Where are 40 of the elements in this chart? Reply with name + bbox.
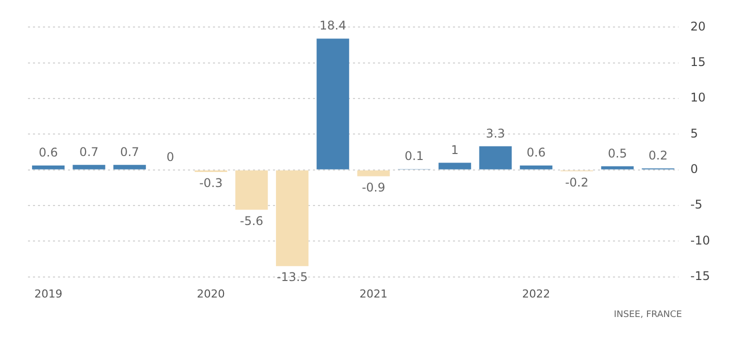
x-tick-label: 2019 <box>34 287 62 300</box>
y-tick-label: -15 <box>690 268 710 283</box>
data-label: -0.2 <box>565 175 588 190</box>
bar <box>276 170 308 266</box>
y-tick-label: -5 <box>690 198 702 212</box>
bar <box>438 162 472 170</box>
bar <box>316 38 350 170</box>
bar <box>520 166 552 170</box>
bar <box>601 166 634 170</box>
data-label: -5.6 <box>240 214 264 228</box>
data-label: 18.4 <box>320 18 346 33</box>
data-label: 0.7 <box>79 144 99 159</box>
x-tick-label: 2021 <box>360 287 388 300</box>
y-tick-label: 20 <box>690 19 706 34</box>
data-label: 0.2 <box>648 148 668 163</box>
text: INSEE, FRANCE <box>612 310 683 320</box>
bar <box>113 164 146 170</box>
bar <box>479 146 512 170</box>
y-tick-label: 0 <box>690 162 698 176</box>
y-tick-label: -10 <box>690 233 710 248</box>
bar <box>235 170 268 210</box>
data-label: -0.9 <box>362 180 386 194</box>
y-tick-label: 10 <box>690 90 706 105</box>
y-tick-label: 15 <box>690 54 706 69</box>
bar <box>357 170 390 176</box>
data-label: 0 <box>166 150 174 164</box>
data-label: 3.3 <box>486 126 506 140</box>
data-label: -13.5 <box>276 270 308 284</box>
data-label: 0.5 <box>608 146 627 160</box>
data-label: 0.7 <box>120 144 140 159</box>
bar <box>32 166 65 170</box>
data-label: 0.1 <box>404 149 424 164</box>
y-tick-label: 5 <box>690 126 698 140</box>
data-label: 1 <box>451 142 459 157</box>
data-label: 0.6 <box>526 146 546 160</box>
data-label: 0.6 <box>38 146 58 160</box>
x-tick-label: 2022 <box>522 287 550 300</box>
bar <box>72 164 106 170</box>
data-label: -0.3 <box>199 176 223 190</box>
x-tick-label: 2020 <box>196 287 225 300</box>
